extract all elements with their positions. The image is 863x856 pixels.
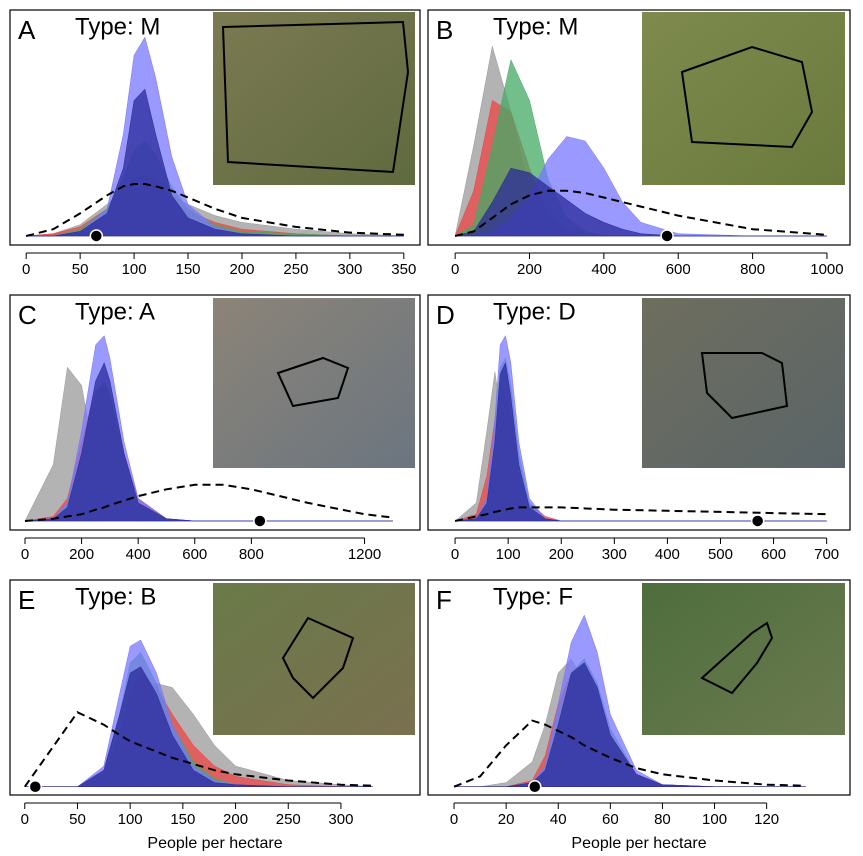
x-tick-label: 50 <box>72 261 89 278</box>
x-tick-label: 500 <box>708 546 733 563</box>
x-tick-label: 1200 <box>348 546 381 563</box>
x-tick-label: 700 <box>814 546 839 563</box>
panel-label: E <box>18 585 35 615</box>
panel: E Type: B 0 50 100 150 200 250 300 People per hec… <box>10 580 420 851</box>
x-tick-label: 200 <box>517 261 542 278</box>
x-tick-label: 250 <box>276 811 301 828</box>
x-tick-label: 800 <box>740 261 765 278</box>
panel: F Type: F 0 20 40 60 80 100 120 People per hectar… <box>428 580 850 851</box>
x-tick-label: 400 <box>126 546 151 563</box>
x-tick-label: 150 <box>170 811 195 828</box>
x-tick-label: 200 <box>549 546 574 563</box>
x-tick-label: 100 <box>118 811 143 828</box>
panel-label: F <box>436 585 452 615</box>
x-tick-label: 40 <box>550 811 567 828</box>
x-tick-label: 0 <box>22 261 30 278</box>
observed-point <box>752 515 764 527</box>
satellite-image <box>642 298 845 468</box>
x-tick-label: 60 <box>602 811 619 828</box>
x-axis-title: People per hectare <box>147 835 282 851</box>
panel: B Type: M 0 200 400 600 800 1000 <box>428 10 850 278</box>
panel-title: Type: M <box>75 13 160 40</box>
x-tick-label: 200 <box>229 261 254 278</box>
observed-point <box>90 230 102 242</box>
x-tick-label: 120 <box>754 811 779 828</box>
observed-point <box>254 515 266 527</box>
x-tick-label: 350 <box>391 261 416 278</box>
observed-point <box>29 781 41 793</box>
satellite-image <box>213 583 415 735</box>
x-tick-label: 80 <box>654 811 671 828</box>
x-tick-label: 0 <box>21 811 29 828</box>
panel-title: Type: F <box>493 583 573 610</box>
panel-title: Type: M <box>493 13 578 40</box>
x-tick-label: 400 <box>655 546 680 563</box>
panel-label: B <box>436 15 453 45</box>
x-tick-label: 300 <box>328 811 353 828</box>
x-tick-label: 300 <box>337 261 362 278</box>
x-tick-label: 0 <box>450 811 458 828</box>
x-tick-label: 1000 <box>810 261 843 278</box>
x-tick-label: 300 <box>602 546 627 563</box>
x-tick-label: 0 <box>451 261 459 278</box>
figure: AType: M050100150200250300350BType: M020… <box>0 0 863 851</box>
panel-label: C <box>18 300 37 330</box>
x-tick-label: 150 <box>176 261 201 278</box>
panel: D Type: D 0 100 200 300 400 500 600 700 <box>428 295 850 563</box>
panel-title: Type: D <box>493 298 576 325</box>
x-tick-label: 250 <box>283 261 308 278</box>
satellite-image <box>213 298 415 468</box>
x-tick-label: 200 <box>223 811 248 828</box>
satellite-image <box>213 12 415 185</box>
x-tick-label: 50 <box>69 811 86 828</box>
x-axis-title: People per hectare <box>571 835 706 851</box>
panel: A Type: M 0 50 100 150 200 250 300 350 <box>10 10 420 278</box>
panel-label: A <box>18 15 36 45</box>
x-tick-label: 400 <box>591 261 616 278</box>
x-tick-label: 600 <box>761 546 786 563</box>
x-tick-label: 200 <box>69 546 94 563</box>
x-tick-label: 800 <box>239 546 264 563</box>
x-tick-label: 100 <box>702 811 727 828</box>
x-tick-label: 100 <box>496 546 521 563</box>
satellite-image <box>642 12 845 185</box>
observed-point <box>529 781 541 793</box>
x-tick-label: 20 <box>498 811 515 828</box>
panel-title: Type: B <box>75 583 156 610</box>
x-tick-label: 0 <box>21 546 29 563</box>
x-tick-label: 100 <box>122 261 147 278</box>
panel: C Type: A 0 200 400 600 800 1200 <box>10 295 420 563</box>
observed-point <box>661 230 673 242</box>
x-tick-label: 600 <box>182 546 207 563</box>
panel-title: Type: A <box>75 298 155 325</box>
x-tick-label: 0 <box>451 546 459 563</box>
satellite-image <box>642 583 845 735</box>
panel-label: D <box>436 300 455 330</box>
x-tick-label: 600 <box>666 261 691 278</box>
